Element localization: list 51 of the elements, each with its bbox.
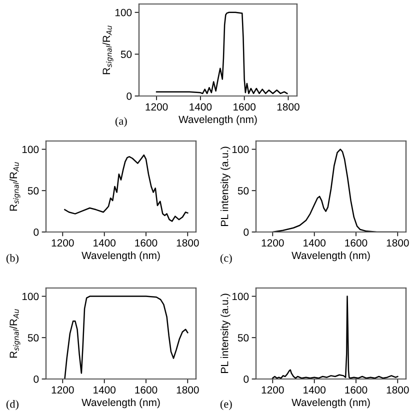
text: (a) (115, 116, 127, 128)
x-tick-label: 1200 (262, 386, 284, 394)
y-tick-label: 100 (22, 146, 39, 154)
x-axis-title: Wavelength (nm) (82, 398, 160, 408)
y-tick-label: 0 (244, 376, 249, 383)
x-tick-label: 1600 (345, 239, 368, 247)
y-tick-label: 100 (232, 146, 249, 154)
x-tick-label: 1600 (135, 386, 158, 394)
x-tick-label: 1200 (146, 103, 168, 111)
x-axis-title: Wavelength (nm) (292, 398, 370, 408)
y-axis-title: PL intensity (a.u.) (220, 294, 230, 373)
y-axis-title: R$_{signal}$/R$_{Au}$ (102, 26, 114, 74)
x-tick-label: 1600 (234, 103, 256, 111)
x-tick-label: 1400 (94, 239, 116, 247)
y-axis-title: R$_{signal}$/R$_{Au}$ (9, 162, 20, 211)
x-tick-label: 1800 (176, 239, 199, 247)
y-tick-label: 0 (34, 376, 39, 383)
y-tick-label: 0 (126, 92, 132, 100)
x-axis-title: Wavelength (nm) (178, 115, 257, 126)
y-tick-label: 50 (238, 334, 249, 342)
x-axis-title: Wavelength (nm) (292, 251, 370, 262)
y-tick-label: 100 (115, 8, 132, 16)
text: (e) (220, 400, 232, 410)
y-tick-label: 0 (34, 228, 39, 236)
x-axis-title: Wavelength (nm) (82, 251, 160, 262)
x-tick-label: 1600 (135, 239, 158, 247)
x-tick-label: 1600 (345, 386, 368, 394)
x-tick-label: 1800 (386, 386, 409, 394)
line-series (64, 154, 188, 222)
y-tick-label: 50 (28, 334, 39, 342)
y-tick-label: 0 (244, 228, 249, 236)
y-tick-label: 50 (28, 187, 39, 195)
text: (c) (220, 254, 232, 264)
x-tick-label: 1200 (52, 239, 74, 247)
y-tick-label: 100 (232, 292, 249, 300)
x-tick-label: 1400 (190, 103, 212, 111)
x-tick-label: 1800 (386, 239, 409, 247)
x-tick-label: 1200 (52, 386, 74, 394)
x-tick-label: 1800 (176, 386, 199, 394)
y-tick-label: 50 (238, 187, 249, 195)
x-tick-label: 1400 (94, 386, 116, 394)
x-tick-label: 1400 (304, 239, 326, 247)
x-tick-label: 1400 (304, 386, 326, 394)
y-axis-title: R$_{signal}$/R$_{Au}$ (9, 309, 20, 358)
y-axis-title: PL intensity (a.u.) (220, 146, 230, 226)
x-tick-label: 1800 (277, 103, 300, 111)
text: (b) (6, 254, 18, 264)
y-tick-label: 50 (120, 50, 132, 58)
text: (d) (6, 400, 18, 410)
y-tick-label: 100 (22, 292, 39, 300)
x-tick-label: 1200 (262, 239, 284, 247)
